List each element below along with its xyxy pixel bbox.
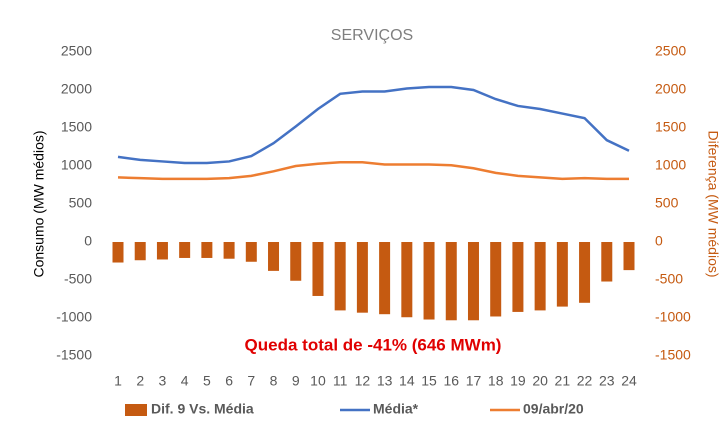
x-tick-label: 9 [292, 373, 300, 389]
bar [623, 242, 635, 271]
bar [401, 242, 413, 318]
x-tick-label: 2 [136, 373, 144, 389]
bar [334, 242, 346, 311]
legend-swatch [125, 404, 147, 416]
y2-tick-label: 1000 [655, 157, 686, 173]
bar [490, 242, 502, 317]
y-tick-label: -1500 [56, 347, 92, 363]
x-tick-label: 20 [532, 373, 548, 389]
x-tick-label: 1 [114, 373, 122, 389]
bar [579, 242, 591, 303]
y-tick-label: -500 [64, 271, 92, 287]
bar [423, 242, 435, 320]
line [117, 160, 629, 181]
bar [290, 242, 302, 281]
bar [223, 242, 235, 259]
annotation: Queda total de -41% (646 MWm) [245, 335, 502, 354]
x-tick-label: 8 [270, 373, 278, 389]
legend-label: Dif. 9 Vs. Média [151, 401, 254, 417]
bar [356, 242, 368, 313]
y-tick-label: 1500 [61, 119, 92, 135]
y2-tick-label: -1000 [655, 309, 691, 325]
bar [134, 242, 146, 261]
x-tick-label: 22 [577, 373, 593, 389]
bar [312, 242, 324, 296]
x-tick-label: 3 [159, 373, 167, 389]
y2-tick-label: 0 [655, 233, 663, 249]
bar [245, 242, 257, 262]
bar [467, 242, 479, 321]
y2-tick-label: 2000 [655, 81, 686, 97]
y-tick-label: 2500 [61, 43, 92, 59]
bar [379, 242, 391, 315]
x-tick-label: 7 [247, 373, 255, 389]
bar [556, 242, 568, 307]
x-tick-label: 4 [181, 373, 189, 389]
y2-tick-label: 500 [655, 195, 679, 211]
x-tick-label: 10 [310, 373, 326, 389]
x-tick-label: 16 [443, 373, 459, 389]
bar [445, 242, 457, 321]
y2-axis-label: Diferença (MW médios) [705, 130, 720, 277]
y-axis-label: Consumo (MW médios) [31, 130, 47, 277]
x-tick-label: 15 [421, 373, 437, 389]
y2-tick-label: 1500 [655, 119, 686, 135]
bar [534, 242, 546, 311]
bar [156, 242, 168, 260]
x-tick-label: 12 [355, 373, 371, 389]
x-tick-label: 14 [399, 373, 415, 389]
bar [268, 242, 280, 271]
y2-tick-label: -500 [655, 271, 683, 287]
y-tick-label: 500 [69, 195, 93, 211]
x-tick-label: 17 [466, 373, 482, 389]
bar [179, 242, 191, 258]
y-tick-label: 0 [84, 233, 92, 249]
line [117, 85, 630, 165]
y-tick-label: 2000 [61, 81, 92, 97]
x-tick-label: 21 [555, 373, 571, 389]
bar [512, 242, 524, 312]
bar [201, 242, 213, 258]
x-tick-label: 5 [203, 373, 211, 389]
x-tick-label: 18 [488, 373, 504, 389]
y2-tick-label: -1500 [655, 347, 691, 363]
x-tick-label: 11 [333, 373, 348, 389]
x-tick-label: 24 [621, 373, 637, 389]
y2-tick-label: 2500 [655, 43, 686, 59]
legend-label: Média* [373, 401, 419, 417]
x-tick-label: 6 [225, 373, 233, 389]
y-tick-label: 1000 [61, 157, 92, 173]
chart-title: SERVIÇOS [331, 27, 413, 44]
x-tick-label: 23 [599, 373, 615, 389]
bar [601, 242, 613, 282]
x-tick-label: 19 [510, 373, 526, 389]
bar [112, 242, 124, 263]
legend-label: 09/abr/20 [523, 401, 584, 417]
x-tick-label: 13 [377, 373, 393, 389]
y-tick-label: -1000 [56, 309, 92, 325]
